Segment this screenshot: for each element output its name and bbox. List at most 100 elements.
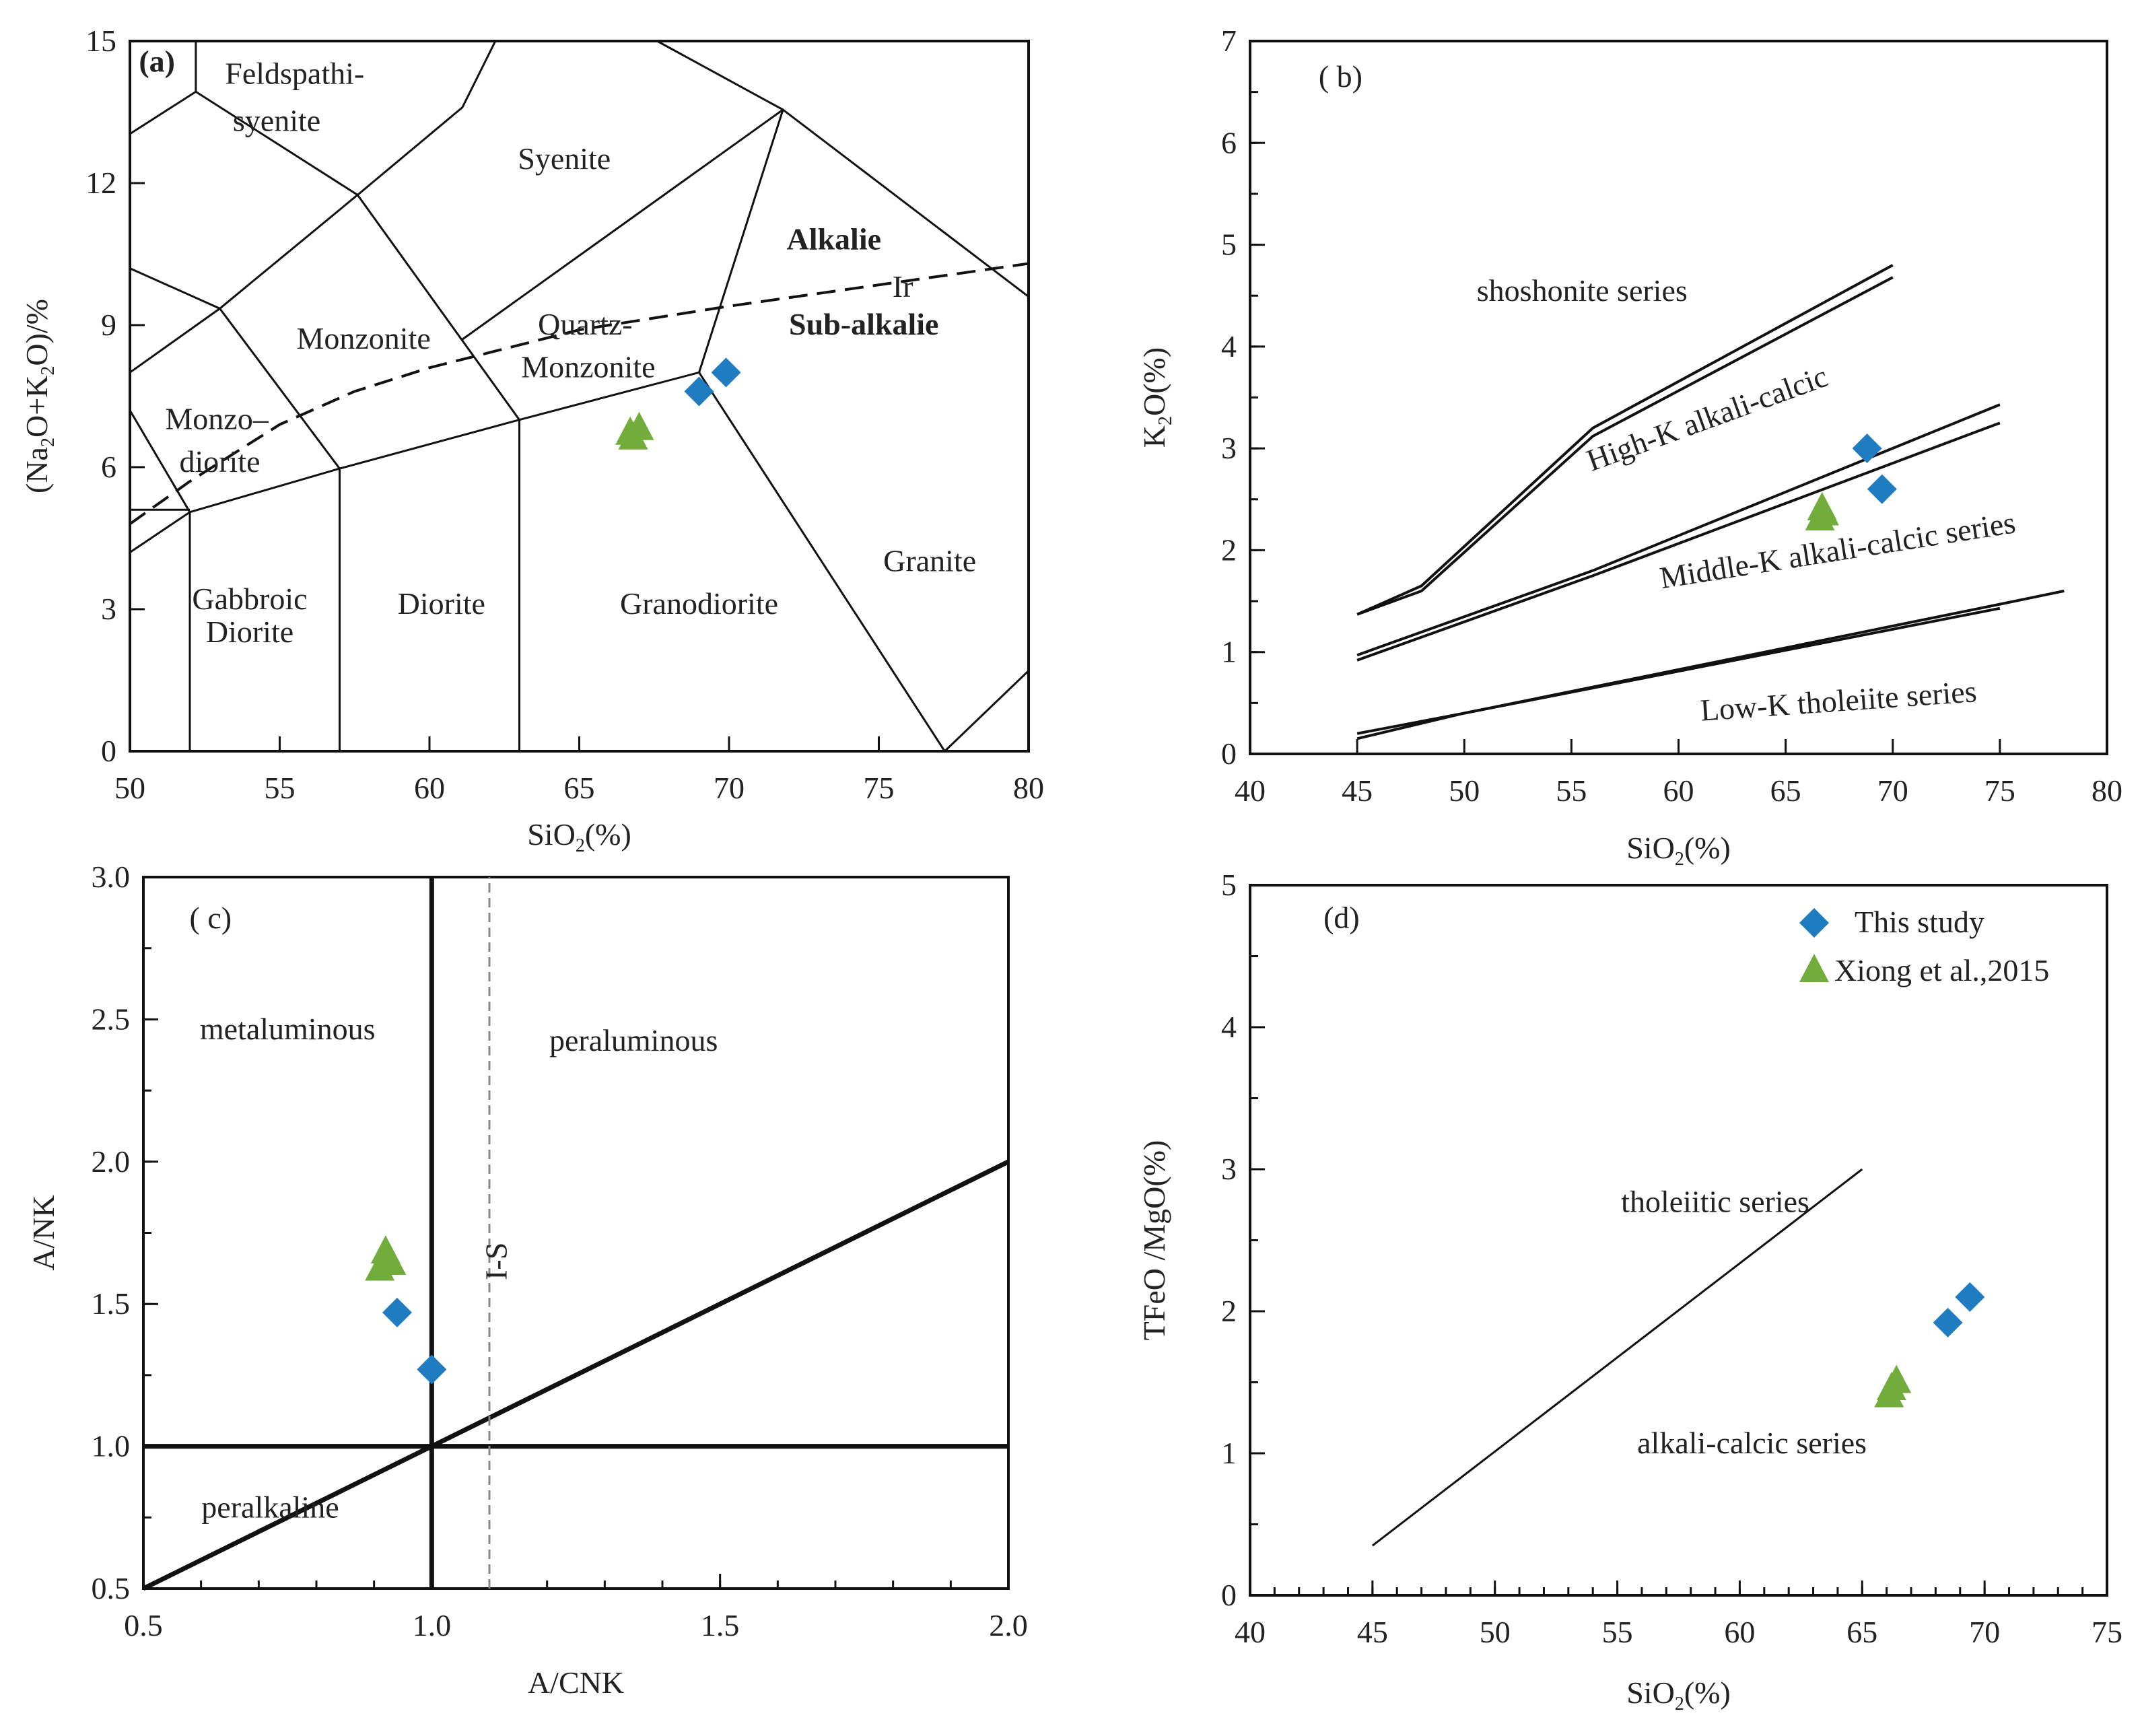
- label-part: SiO: [1626, 1675, 1675, 1710]
- x-tick-label: 55: [265, 771, 296, 805]
- x-tick-label: 60: [1724, 1615, 1755, 1649]
- boundary-line: [129, 409, 192, 553]
- subscript: 2: [1155, 416, 1176, 425]
- region-label: Ir: [893, 269, 913, 304]
- region-label: peralkaline: [201, 1490, 339, 1524]
- x-axis-label: SiO2(%): [1626, 1675, 1731, 1714]
- xiong-2015-point: [1874, 1379, 1904, 1408]
- x-tick-label: 70: [1969, 1615, 2000, 1649]
- boundary-line: [189, 371, 699, 514]
- boundary-line: [129, 90, 359, 374]
- x-tick-label: 50: [1449, 773, 1480, 808]
- label-part: A/CNK: [528, 1665, 624, 1700]
- boundary-line: [1356, 276, 1894, 616]
- panel-a: 50 55 60 65 70 75 80 0 3 6 9 12 15 (a) Feldspathi-syen…: [85, 24, 1044, 805]
- this-study-point: [417, 1354, 447, 1385]
- region-label: I-S: [479, 1243, 514, 1280]
- x-tick-label: 60: [1663, 773, 1694, 808]
- boundary-line: [1356, 421, 2001, 662]
- boundary-line: [1356, 606, 2001, 740]
- region-label: Diorite: [206, 615, 293, 649]
- x-tick-label: 50: [1480, 1615, 1511, 1649]
- label-part: TFeO /MgO(%): [1137, 1140, 1171, 1341]
- label-part: K: [1137, 425, 1171, 448]
- y-tick-label: 7: [1221, 24, 1237, 58]
- x-tick-label: 1.5: [701, 1608, 740, 1642]
- y-tick-label: 6: [101, 450, 116, 484]
- y-axis-label: K2O(%): [1137, 347, 1176, 448]
- x-tick-label: 1.0: [413, 1608, 452, 1642]
- x-tick-label: 50: [114, 771, 145, 805]
- boundary-line: [462, 108, 784, 341]
- label-part: SiO: [527, 817, 576, 852]
- region-label: Gabbroic: [192, 582, 307, 616]
- region-label: metaluminous: [200, 1012, 376, 1046]
- x-axis-label: SiO2(%): [1626, 831, 1731, 870]
- region-label: syenite: [233, 104, 320, 138]
- label-part: (%): [1684, 1675, 1731, 1710]
- panel-c: 0.5 1.0 1.5 2.0 0.5 1.0 1.5 2.0 2.5 3.0 ( c) metalu…: [92, 860, 1028, 1642]
- label-part: SiO: [1626, 831, 1675, 865]
- y-tick-label: 2.0: [92, 1144, 131, 1179]
- y-tick-label: 0: [1221, 1578, 1237, 1612]
- x-tick-label: 45: [1357, 1615, 1388, 1649]
- panel-title: ( b): [1319, 59, 1362, 94]
- region-label: Alkalie: [786, 221, 881, 256]
- subscript: 2: [1675, 849, 1684, 870]
- region-label: tholeiitic series: [1621, 1184, 1809, 1218]
- label-part: O)/%: [20, 299, 54, 366]
- label-part: O+K: [20, 376, 54, 438]
- y-tick-label: 2: [1221, 532, 1237, 567]
- y-tick-label: 0: [1221, 736, 1237, 771]
- legend-diamond-icon: [1799, 908, 1829, 938]
- panel-title: (d): [1323, 900, 1360, 934]
- region-label: Granite: [883, 544, 976, 578]
- panel-title: ( c): [190, 901, 232, 935]
- label-part: (%): [585, 817, 631, 852]
- region-label: Feldspathi-: [225, 56, 364, 90]
- x-axis-label: SiO2(%): [527, 817, 631, 856]
- xiong-2015-point: [376, 1247, 407, 1276]
- region-label: Quartz-: [538, 307, 632, 341]
- y-axis-label: A/NK: [26, 1195, 61, 1270]
- region-label: alkali-calcic series: [1637, 1426, 1867, 1460]
- x-axis-label: A/CNK: [528, 1665, 624, 1700]
- x-tick-label: 80: [2092, 773, 2122, 808]
- region-label: Monzonite: [296, 321, 430, 355]
- x-tick-label: 55: [1602, 1615, 1633, 1649]
- boundary-line: [1356, 589, 2065, 735]
- x-tick-label: 45: [1342, 773, 1373, 808]
- label-part: O(%): [1137, 347, 1171, 416]
- region-label: Granodiorite: [620, 586, 778, 621]
- y-tick-label: 9: [101, 308, 116, 342]
- region-label: Diorite: [398, 586, 485, 621]
- boundary-line: [142, 1159, 1010, 1591]
- x-tick-label: 80: [1013, 771, 1044, 805]
- y-tick-label: 1: [1221, 1436, 1237, 1470]
- x-tick-label: 2.0: [989, 1608, 1028, 1642]
- boundary-line: [1371, 1168, 1863, 1547]
- plot-frame: [142, 876, 1010, 1590]
- y-tick-label: 2: [1221, 1294, 1237, 1328]
- region-label: Monzonite: [521, 349, 655, 384]
- x-tick-label: 55: [1556, 773, 1587, 808]
- region-label: Monzo–: [165, 402, 269, 436]
- subscript: 2: [1675, 1694, 1684, 1714]
- this-study-point: [1867, 474, 1897, 504]
- region-label: Middle-K alkali-calcic series: [1657, 505, 2017, 595]
- y-axis-label: TFeO /MgO(%): [1137, 1140, 1171, 1341]
- y-tick-label: 3: [1221, 1152, 1237, 1186]
- subscript: 2: [576, 835, 585, 856]
- x-tick-label: 40: [1235, 773, 1266, 808]
- y-tick-label: 15: [85, 24, 116, 58]
- region-label: Low-K tholeiite series: [1699, 674, 1978, 728]
- label-part: (%): [1684, 831, 1731, 865]
- y-tick-label: 3: [1221, 431, 1237, 465]
- y-tick-label: 1: [1221, 635, 1237, 669]
- legend-label: This study: [1855, 905, 1984, 939]
- this-study-point: [1933, 1307, 1963, 1338]
- region-label: diorite: [179, 444, 260, 479]
